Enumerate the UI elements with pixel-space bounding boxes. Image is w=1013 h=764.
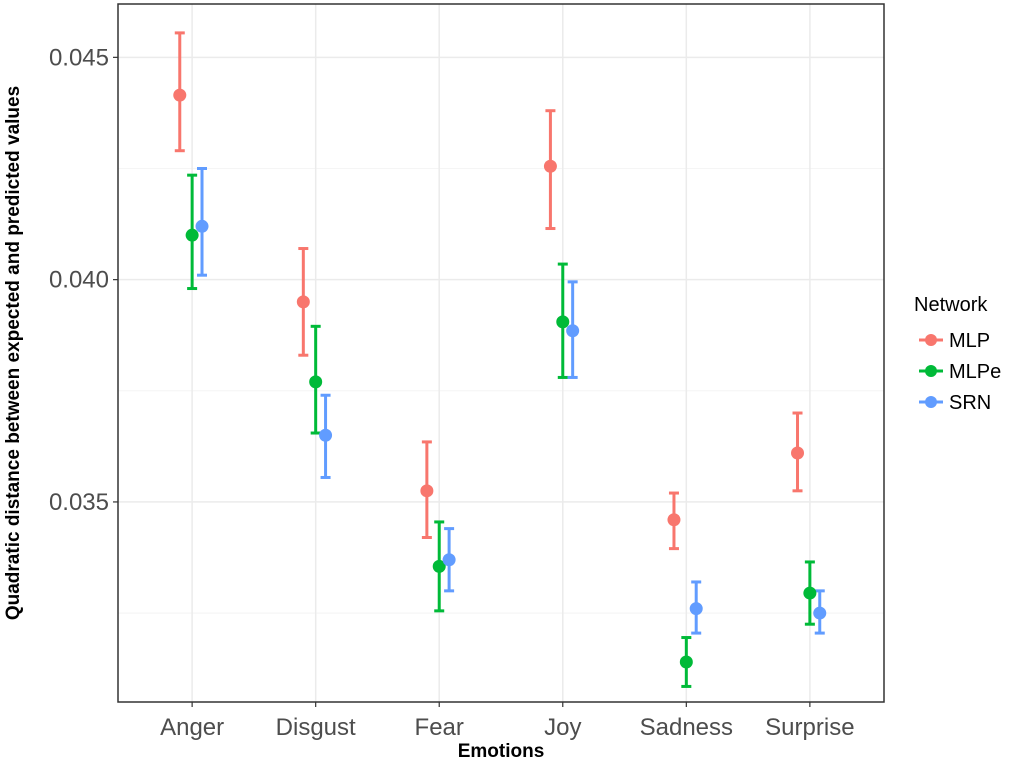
- y-tick-label: 0.040: [49, 267, 109, 294]
- y-axis-title: Quadratic distance between expected and …: [3, 86, 24, 620]
- point-mlp: [296, 295, 310, 309]
- x-tick-label: Disgust: [276, 714, 356, 741]
- panel-border: [117, 3, 885, 703]
- point-srn: [689, 602, 703, 616]
- point-srn: [566, 324, 580, 338]
- x-tick-label: Sadness: [640, 714, 733, 741]
- point-mlp: [173, 88, 187, 102]
- point-mlp: [543, 159, 557, 173]
- point-srn: [813, 606, 827, 620]
- point-mlpe: [556, 315, 570, 329]
- point-srn: [195, 219, 209, 233]
- point-mlp: [791, 446, 805, 460]
- y-axis: 0.035 0.040 0.045: [49, 44, 118, 516]
- point-mlp: [667, 513, 681, 527]
- y-tick-label: 0.045: [49, 44, 109, 71]
- x-axis: Anger Disgust Fear Joy Sadness Surprise: [160, 702, 855, 741]
- legend-label-srn: SRN: [949, 392, 991, 414]
- point-mlpe: [185, 228, 199, 242]
- y-tick-label: 0.035: [49, 489, 109, 516]
- legend-label-mlpe: MLPe: [949, 361, 1001, 383]
- x-tick-label: Fear: [415, 714, 464, 741]
- panel-background: [118, 4, 884, 702]
- point-mlpe: [432, 559, 446, 573]
- data-points: [173, 88, 827, 669]
- point-srn: [442, 553, 456, 567]
- point-mlp: [420, 484, 434, 498]
- x-tick-label: Surprise: [765, 714, 854, 741]
- x-axis-title: Emotions: [458, 741, 545, 762]
- legend-title: Network: [914, 294, 988, 316]
- legend-key-point: [925, 396, 937, 408]
- legend: Network MLP MLPe SRN: [914, 294, 1001, 414]
- grid: [118, 4, 884, 702]
- point-mlpe: [679, 655, 693, 669]
- legend-key-point: [925, 365, 937, 377]
- point-mlpe: [309, 375, 323, 389]
- x-tick-label: Joy: [544, 714, 581, 741]
- legend-label-mlp: MLP: [949, 330, 990, 352]
- legend-key-point: [925, 334, 937, 346]
- point-mlpe: [803, 586, 817, 600]
- x-tick-label: Anger: [160, 714, 224, 741]
- point-srn: [319, 428, 333, 442]
